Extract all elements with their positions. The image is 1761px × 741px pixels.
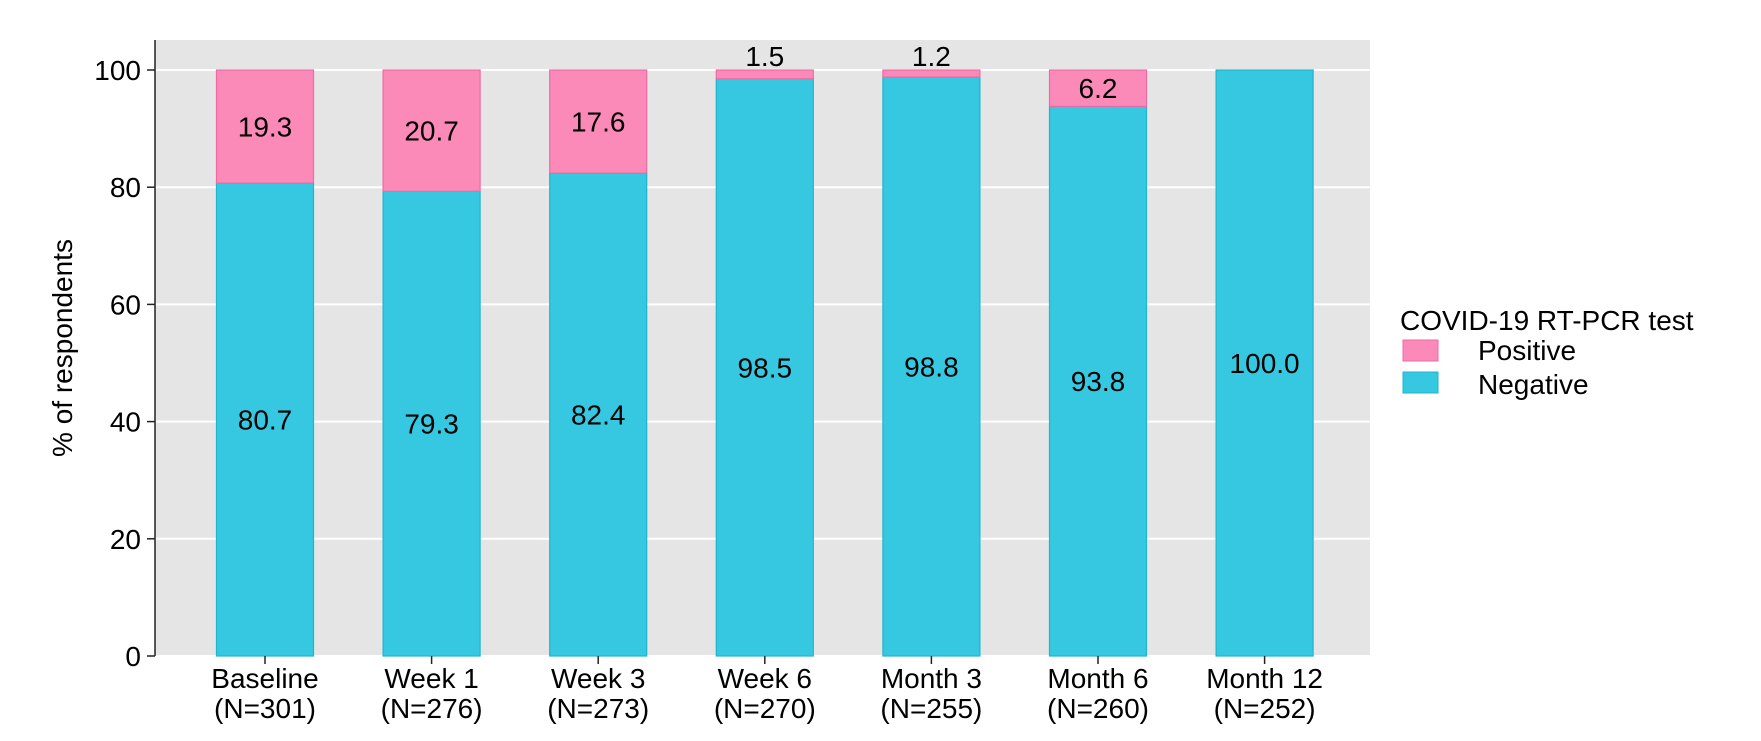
bar-segment-positive — [215, 69, 315, 184]
bar-segment-negative — [1048, 105, 1148, 657]
data-label-positive: 20.7 — [404, 116, 459, 147]
x-tick-sublabel: (N=270) — [714, 693, 816, 724]
bars: 80.7 19.3 79.3 20.7 82.4 17.6 98.5 1.5 98.8 1.2 93… — [215, 41, 1314, 657]
bar-segment-negative — [549, 172, 648, 657]
legend-title: COVID-19 RT-PCR test — [1400, 305, 1694, 336]
data-label-positive: 1.2 — [912, 41, 951, 72]
y-tick-label: 40 — [110, 407, 141, 438]
y-tick-label: 100 — [94, 55, 141, 86]
bar-segment-negative — [215, 182, 315, 657]
bar-segment-negative — [715, 78, 814, 657]
legend-label-positive: Positive — [1478, 335, 1576, 366]
data-label-negative: 100.0 — [1230, 348, 1300, 379]
x-tick-sublabel: (N=276) — [381, 693, 483, 724]
data-label-positive: 6.2 — [1079, 73, 1118, 104]
bar-segment-positive — [1048, 69, 1148, 107]
legend-swatch-positive — [1402, 339, 1439, 362]
x-tick-sublabel: (N=301) — [214, 693, 316, 724]
y-tick-label: 20 — [110, 524, 141, 555]
y-tick-label: 60 — [110, 289, 141, 320]
data-label-negative: 98.5 — [738, 352, 793, 383]
bar-segment-positive — [715, 69, 814, 80]
x-tick-sublabel: (N=260) — [1047, 693, 1149, 724]
x-tick-label: Month 12 — [1206, 663, 1323, 694]
x-tick-sublabel: (N=273) — [547, 693, 649, 724]
x-axis: Baseline(N=301) Week 1(N=276) Week 3(N=273… — [211, 656, 1323, 724]
bar-segment-negative — [882, 76, 981, 657]
data-label-positive: 1.5 — [745, 41, 784, 72]
legend-label-negative: Negative — [1478, 369, 1589, 400]
legend: COVID-19 RT-PCR test Positive Negative — [1400, 305, 1694, 400]
x-tick-sublabel: (N=255) — [880, 693, 982, 724]
x-tick-label: Month 6 — [1047, 663, 1148, 694]
bar-segment-negative — [382, 190, 481, 657]
bar-segment-positive — [382, 69, 481, 192]
data-label-negative: 80.7 — [238, 405, 293, 436]
data-label-positive: 17.6 — [571, 107, 626, 138]
y-axis-title: % of respondents — [47, 239, 78, 457]
x-tick-label: Week 6 — [718, 663, 812, 694]
data-label-positive: 19.3 — [238, 112, 293, 143]
bar-segment-negative — [1215, 69, 1314, 657]
bar-segment-positive — [549, 69, 648, 174]
legend-swatch-negative — [1402, 371, 1439, 394]
y-tick-label: 80 — [110, 172, 141, 203]
x-tick-sublabel: (N=252) — [1214, 693, 1316, 724]
bar-segment-positive — [882, 69, 981, 78]
data-label-negative: 82.4 — [571, 400, 626, 431]
y-axis: 0 20 40 60 80 100 — [94, 40, 156, 672]
data-label-negative: 79.3 — [404, 409, 459, 440]
data-label-negative: 93.8 — [1071, 366, 1126, 397]
x-tick-label: Baseline — [211, 663, 318, 694]
data-label-negative: 98.8 — [904, 352, 959, 383]
x-tick-label: Week 1 — [384, 663, 478, 694]
x-tick-label: Week 3 — [551, 663, 645, 694]
x-tick-label: Month 3 — [881, 663, 982, 694]
y-tick-label: 0 — [125, 641, 141, 672]
